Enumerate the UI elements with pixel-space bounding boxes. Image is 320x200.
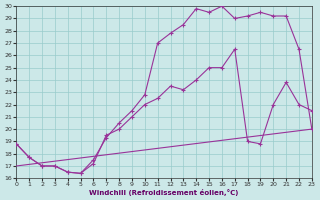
X-axis label: Windchill (Refroidissement éolien,°C): Windchill (Refroidissement éolien,°C) bbox=[89, 189, 239, 196]
